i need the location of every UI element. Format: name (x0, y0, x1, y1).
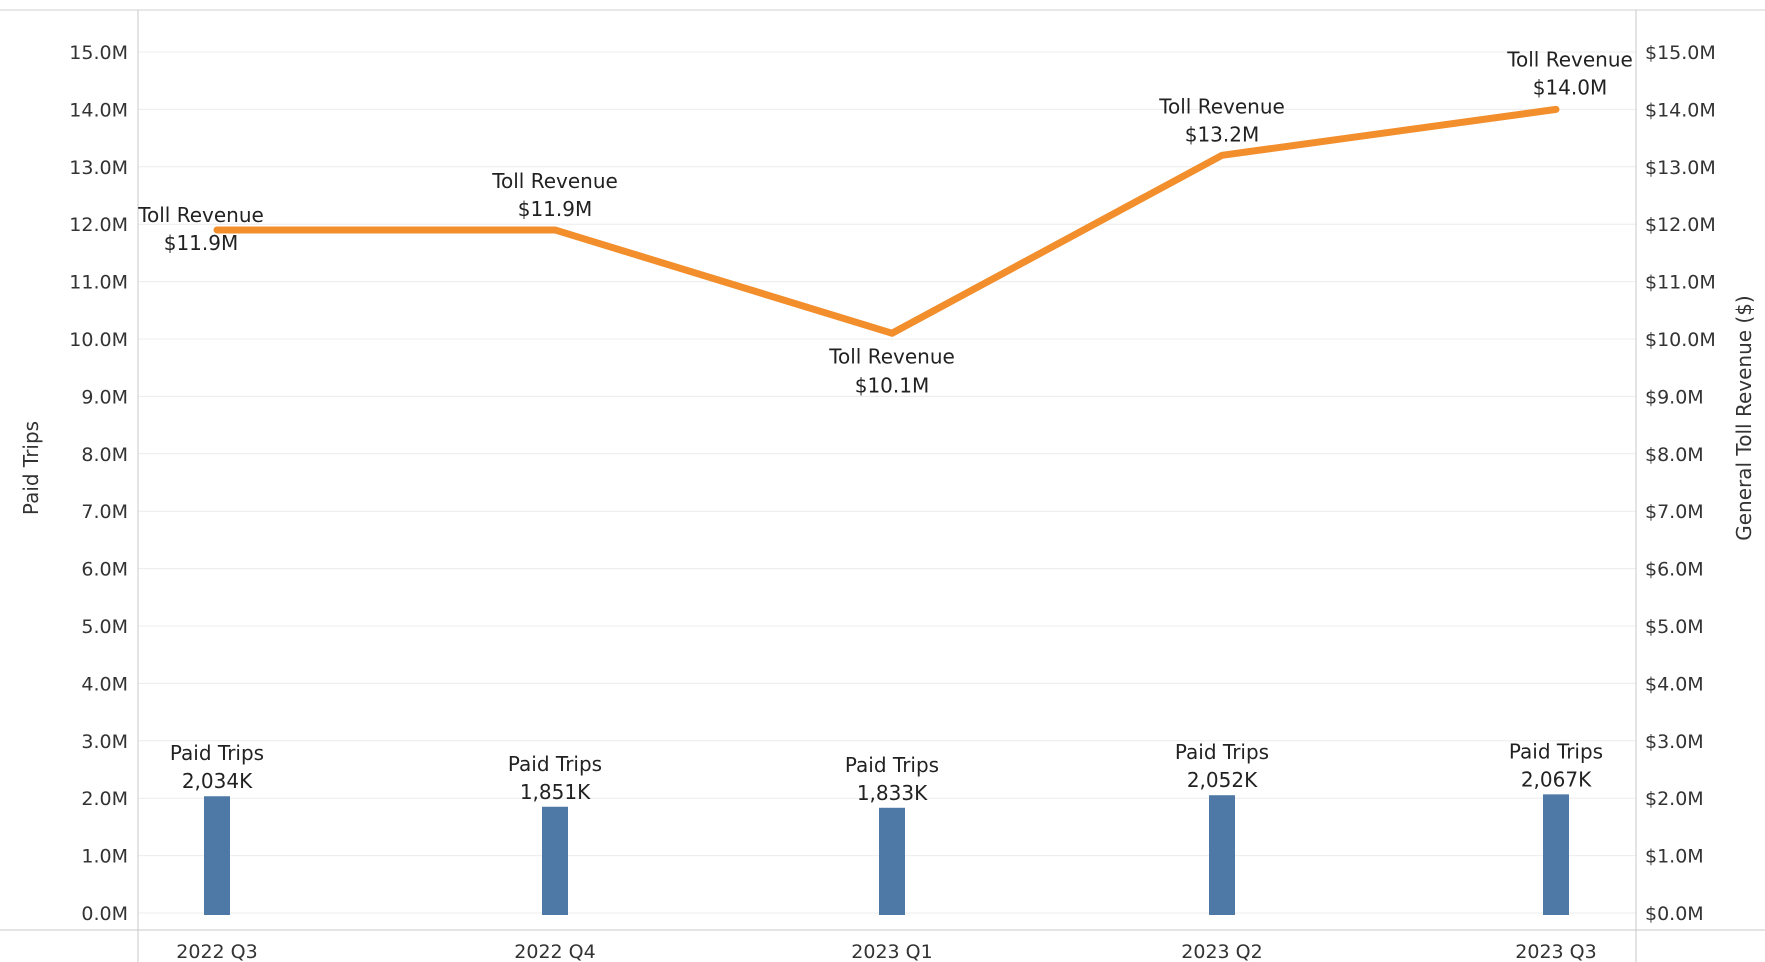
left-y-tick-label: 4.0M (81, 673, 128, 695)
right-y-tick-label: $2.0M (1645, 788, 1704, 810)
right-y-tick-label: $3.0M (1645, 731, 1704, 753)
bar-series-label: Paid Trips (1175, 740, 1269, 764)
bar-series-label: Paid Trips (170, 741, 264, 765)
left-y-tick-label: 10.0M (69, 329, 128, 351)
toll-revenue-line-group (213, 105, 1560, 337)
right-y-tick-label: $11.0M (1645, 272, 1716, 294)
right-y-tick-label: $5.0M (1645, 616, 1704, 638)
left-y-tick-label: 3.0M (81, 731, 128, 753)
left-y-tick-label: 2.0M (81, 788, 128, 810)
line-series-label: Toll Revenue (1158, 94, 1285, 118)
x-axis-ticks: 2022 Q3 2022 Q4 2023 Q1 2023 Q2 2023 Q3 (176, 941, 1596, 962)
left-axis-title: Paid Trips (19, 421, 43, 515)
bar-value-label: 2,067K (1521, 767, 1592, 791)
left-y-tick-label: 7.0M (81, 501, 128, 523)
left-y-tick-label: 12.0M (69, 214, 128, 236)
left-y-tick-label: 13.0M (69, 157, 128, 179)
bar-value-label: 1,851K (520, 780, 591, 804)
bar-value-label: 2,034K (182, 769, 253, 793)
x-tick-label: 2023 Q1 (851, 941, 932, 962)
chart-frame (0, 9, 1765, 962)
paid-trips-bar (542, 806, 568, 915)
right-y-tick-label: $12.0M (1645, 214, 1716, 236)
x-tick-label: 2023 Q2 (1181, 941, 1262, 962)
x-tick-label: 2023 Q3 (1515, 941, 1596, 962)
paid-trips-bar (879, 807, 905, 915)
line-series-label: Toll Revenue (828, 344, 955, 368)
paid-trips-bar (1543, 794, 1569, 915)
line-series-label: Toll Revenue (491, 169, 618, 193)
left-y-tick-label: 8.0M (81, 444, 128, 466)
bar-value-label: 2,052K (1187, 768, 1258, 792)
bar-value-label: 1,833K (857, 781, 928, 805)
right-y-tick-label: $9.0M (1645, 386, 1704, 408)
left-y-tick-label: 14.0M (69, 99, 128, 121)
right-y-tick-label: $0.0M (1645, 903, 1704, 925)
left-y-tick-label: 15.0M (69, 42, 128, 64)
right-y-tick-label: $10.0M (1645, 329, 1716, 351)
left-y-tick-label: 11.0M (69, 272, 128, 294)
right-y-tick-label: $1.0M (1645, 846, 1704, 868)
right-axis-title: General Toll Revenue ($) (1732, 295, 1756, 541)
left-y-tick-label: 5.0M (81, 616, 128, 638)
x-tick-label: 2022 Q3 (176, 941, 257, 962)
bar-series-label: Paid Trips (845, 753, 939, 777)
bar-series-label: Paid Trips (1509, 739, 1603, 763)
right-y-tick-label: $6.0M (1645, 559, 1704, 581)
right-y-tick-label: $14.0M (1645, 99, 1716, 121)
line-value-label: $10.1M (855, 373, 930, 397)
paid-trips-bar (1209, 795, 1235, 915)
right-y-tick-label: $4.0M (1645, 673, 1704, 695)
toll-revenue-line (213, 105, 1560, 337)
right-y-tick-label: $15.0M (1645, 42, 1716, 64)
right-y-tick-label: $8.0M (1645, 444, 1704, 466)
right-y-tick-label: $13.0M (1645, 157, 1716, 179)
left-y-tick-label: 6.0M (81, 559, 128, 581)
paid-trips-bar (204, 796, 230, 915)
line-value-label: $11.9M (518, 197, 593, 221)
line-series-label: Toll Revenue (137, 203, 264, 227)
left-y-tick-label: 9.0M (81, 386, 128, 408)
line-value-label: $14.0M (1533, 75, 1608, 99)
line-series-label: Toll Revenue (1506, 47, 1633, 71)
x-tick-label: 2022 Q4 (514, 941, 595, 962)
left-y-tick-label: 0.0M (81, 903, 128, 925)
data-labels: Paid Trips 2,034K Paid Trips 1,851K Paid Tri… (137, 47, 1633, 804)
paid-trips-bars (204, 794, 1569, 915)
right-y-axis-ticks: $0.0M $1.0M $2.0M $3.0M $4.0M $5.0M $6.0M $7.0M… (1645, 42, 1716, 925)
line-value-label: $11.9M (164, 231, 239, 255)
left-y-tick-label: 1.0M (81, 846, 128, 868)
right-y-tick-label: $7.0M (1645, 501, 1704, 523)
gridlines (138, 51, 1636, 914)
line-value-label: $13.2M (1185, 122, 1260, 146)
left-y-axis-ticks: 0.0M 1.0M 2.0M 3.0M 4.0M 5.0M 6.0M 7.0M 8.0M 9.0M… (69, 42, 128, 925)
bar-series-label: Paid Trips (508, 752, 602, 776)
